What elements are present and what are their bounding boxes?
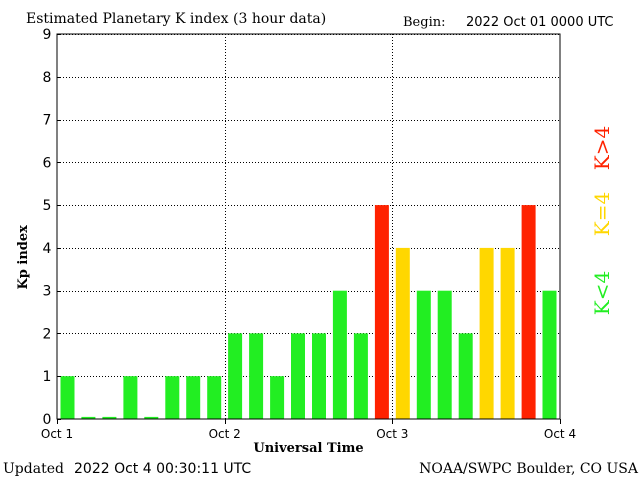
legend-high: K>4 — [590, 126, 614, 170]
legend-low: K<4 — [590, 271, 614, 315]
y-tick-label: 6 — [43, 155, 52, 171]
kp-bar — [479, 247, 494, 419]
kp-bar — [395, 247, 410, 419]
kp-bar — [312, 333, 326, 419]
y-tick-label: 2 — [43, 326, 52, 342]
x-axis: Oct 1 Oct 2 Oct 3 Oct 4 — [41, 419, 576, 441]
kp-bar — [270, 376, 285, 419]
y-tick-label: 3 — [43, 284, 52, 300]
kp-bar — [186, 376, 201, 419]
kp-bar — [291, 333, 305, 419]
kp-bar — [521, 205, 536, 419]
y-tick-label: 9 — [43, 27, 52, 43]
y-axis: 0 1 2 3 4 5 6 7 8 9 — [43, 27, 61, 428]
kp-bar — [458, 333, 473, 419]
kp-bar — [332, 290, 347, 419]
y-tick-label: 5 — [43, 198, 52, 214]
begin-value: 2022 Oct 01 0000 UTC — [466, 15, 614, 30]
kp-bar — [207, 376, 222, 419]
x-tick-label: Oct 2 — [209, 427, 241, 441]
grid-layer — [57, 34, 560, 419]
kp-bar — [437, 290, 452, 419]
kp-bar — [123, 376, 138, 419]
y-tick-label: 1 — [43, 369, 52, 385]
chart-title: Estimated Planetary K index (3 hour data… — [26, 11, 327, 27]
kp-bar — [60, 376, 75, 419]
y-tick-label: 0 — [43, 412, 52, 428]
kp-bar — [416, 290, 431, 419]
updated-label: Updated — [3, 461, 64, 477]
kp-bar — [542, 290, 557, 419]
x-axis-title: Universal Time — [253, 441, 363, 456]
credit-text: NOAA/SWPC Boulder, CO USA — [419, 461, 638, 477]
plot-frame — [56, 33, 561, 420]
legend-mid: K=4 — [590, 192, 614, 236]
y-tick-label: 8 — [43, 70, 52, 86]
kp-bar — [374, 205, 389, 419]
x-tick-label: Oct 4 — [544, 427, 576, 441]
kp-bar — [500, 247, 515, 419]
y-axis-title: Kp index — [16, 225, 31, 290]
kp-bar — [144, 416, 159, 419]
kp-bar — [81, 416, 96, 419]
kp-bar — [102, 416, 117, 419]
kp-bar — [249, 333, 264, 419]
bars-layer — [60, 205, 557, 419]
y-tick-label: 7 — [43, 113, 52, 129]
x-tick-label: Oct 3 — [376, 427, 408, 441]
x-tick-label: Oct 1 — [41, 427, 73, 441]
y-tick-label: 4 — [43, 241, 52, 257]
legend: K<4 K=4 K>4 — [590, 126, 614, 315]
kp-bar — [353, 333, 368, 419]
kp-bar — [165, 376, 180, 419]
updated-value: 2022 Oct 4 00:30:11 UTC — [74, 461, 252, 477]
begin-label: Begin: — [403, 15, 446, 30]
kp-bar — [228, 333, 243, 419]
